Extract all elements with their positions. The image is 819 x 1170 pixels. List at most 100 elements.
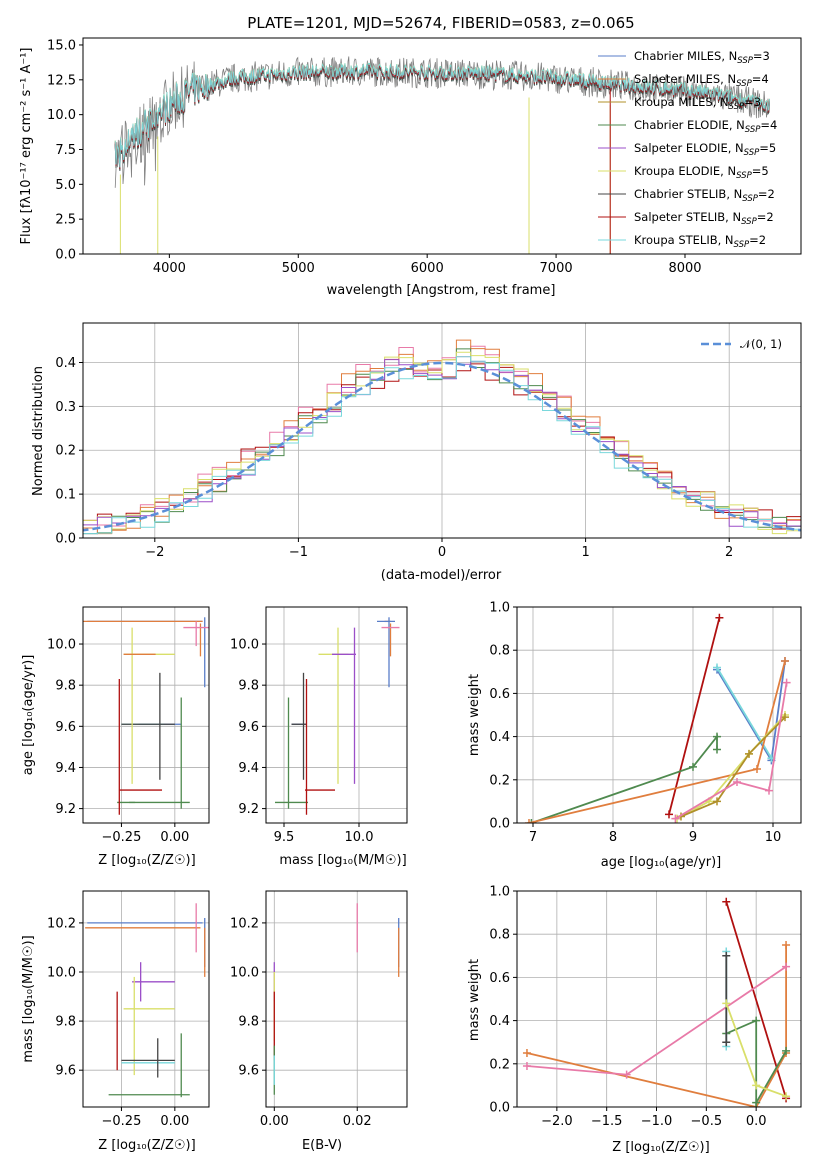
- errorbar-6-ytick-label: 10.2: [230, 916, 259, 931]
- weight-7-xtick-label: −0.5: [691, 1114, 723, 1129]
- weight-7-xtick-label: 0.0: [746, 1114, 767, 1129]
- age-weight-plot-area: 7 8 9 10 0.0 0.2 0.4 0.6 0.8 1.0: [489, 601, 802, 845]
- weight-series-marker: [722, 897, 731, 906]
- weight-7-ytick-label: 0.2: [489, 1057, 510, 1072]
- errorbar-2-ytick-label: 9.2: [55, 802, 76, 817]
- histogram-xlabel: (data-model)/error: [381, 568, 502, 583]
- weight-series-marker: [782, 1046, 791, 1055]
- errorbar-3-ytick-label: 9.6: [238, 720, 259, 735]
- mass-age-xlabel: mass [log₁₀(M/M☉)]: [279, 853, 406, 868]
- weight-series-marker: [713, 732, 721, 741]
- weight-7-ytick-label: 0.0: [489, 1101, 510, 1116]
- z-mass-plot-area: −0.25 0.00 9.6 9.8 10.0 10.2: [47, 890, 210, 1129]
- spectrum-title: PLATE=1201, MJD=52674, FIBERID=0583, z=0…: [247, 14, 634, 32]
- weight-lines: [525, 613, 791, 823]
- errorbar-3-xtick-label: 9.5: [274, 830, 295, 845]
- legend-suffix: =4: [752, 72, 769, 86]
- weight-series-marker: [522, 1061, 531, 1070]
- weight-series-marker: [671, 814, 680, 823]
- z-weight-panel: −2.0 −1.5 −1.0 −0.5 0.0 0.0 0.2 0.4 0.6 0.8 1.0 Z …: [467, 885, 802, 1155]
- histogram-frame: [82, 322, 802, 539]
- errorbar-3-ytick-label: 9.4: [238, 761, 259, 776]
- legend-suffix: =5: [752, 164, 769, 178]
- z-age-ylabel: age [log₁₀(age/yr)]: [21, 655, 36, 776]
- weight-series-marker: [722, 999, 731, 1008]
- histogram-legend-label: 𝒩(0, 1): [740, 337, 782, 351]
- weight-series-marker: [782, 678, 791, 687]
- spectrum-xtick-label: 7000: [540, 261, 573, 276]
- weight-4-xtick-label: 8: [609, 830, 617, 845]
- age-weight-panel: 7 8 9 10 0.0 0.2 0.4 0.6 0.8 1.0 age [log₁₀(age/y…: [467, 601, 802, 870]
- weight-series-marker: [782, 962, 791, 971]
- legend-subscript: SSP: [736, 79, 752, 89]
- histogram-xtick-label: 2: [725, 545, 733, 560]
- legend-suffix: =3: [753, 49, 770, 63]
- spectrum-legend-label: Salpeter ELODIE, NSSP=5: [634, 141, 776, 158]
- spectrum-ylabel: Flux [fλ10⁻¹⁷ erg cm⁻² s⁻¹ A⁻¹]: [19, 48, 34, 245]
- weight-4-frame: [516, 606, 802, 824]
- errorbar-2-ytick-label: 9.6: [55, 720, 76, 735]
- weight-series-marker: [689, 762, 697, 771]
- histogram-xtick-label: 1: [581, 545, 589, 560]
- errorbar-6-xtick-label: 0.00: [260, 1114, 289, 1129]
- weight-4-ytick-label: 0.2: [489, 773, 510, 788]
- weight-series-marker: [665, 810, 673, 819]
- spectrum-model-line: [114, 62, 770, 168]
- legend-subscript: SSP: [744, 148, 760, 158]
- errorbar-6-ytick-label: 9.6: [238, 1064, 259, 1079]
- spectrum-ytick-label: 5.0: [55, 178, 76, 193]
- errorbar-3-ytick-label: 9.8: [238, 679, 259, 694]
- z-mass-xlabel: Z [log₁₀(Z/Z☉)]: [98, 1138, 195, 1153]
- weight-series-marker: [733, 777, 741, 786]
- legend-subscript: SSP: [742, 194, 758, 204]
- weight-series-marker: [722, 1038, 731, 1047]
- age-weight-xlabel: age [log₁₀(age/yr)]: [601, 855, 722, 870]
- errorbar-2-ytick-label: 9.8: [55, 679, 76, 694]
- weight-series-marker: [781, 713, 789, 722]
- errorbar-6-ytick-label: 10.0: [230, 966, 259, 981]
- histogram-steps: [83, 339, 801, 535]
- weight-series-marker: [765, 786, 773, 795]
- weight-7-frame: [516, 890, 802, 1108]
- errorbar-3-ytick-label: 10.0: [230, 638, 259, 653]
- errorbar-6-frame: [265, 890, 408, 1108]
- errorbar-5-frame: [82, 890, 210, 1108]
- spectrum-ytick-label: 0.0: [55, 248, 76, 263]
- weight-series-marker: [752, 1081, 761, 1090]
- errorbar-marks: [273, 903, 400, 1095]
- weight-4-ytick-label: 0.0: [489, 817, 510, 832]
- age-weight-ylabel: mass weight: [467, 674, 482, 756]
- weight-7-ytick-label: 0.6: [489, 971, 510, 986]
- mass-age-plot-area: 9.5 10.0 9.2 9.4 9.6 9.8 10.0: [230, 606, 408, 845]
- spectrum-legend-label: Kroupa STELIB, NSSP=2: [634, 233, 766, 250]
- legend-suffix: =3: [744, 95, 761, 109]
- histogram-xtick-label: −2: [145, 545, 164, 560]
- spectrum-legend-label: Salpeter MILES, NSSP=4: [634, 72, 769, 89]
- weight-7-xtick-label: −1.0: [641, 1114, 673, 1129]
- weight-series-line: [725, 1019, 787, 1107]
- legend-subscript: SSP: [729, 102, 745, 112]
- ebv-mass-xlabel: E(B-V): [302, 1138, 342, 1153]
- spectrum-xtick-label: 5000: [282, 261, 315, 276]
- legend-suffix: =2: [749, 233, 766, 247]
- spectrum-ytick-label: 15.0: [47, 38, 76, 53]
- mass-age-panel: 9.5 10.0 9.2 9.4 9.6 9.8 10.0 mass [log₁₀(M/M☉…: [230, 606, 408, 868]
- weight-series-marker: [715, 613, 724, 622]
- weight-series-marker: [527, 819, 536, 823]
- z-weight-xlabel: Z [log₁₀(Z/Z☉)]: [612, 1140, 709, 1155]
- weight-series-marker: [781, 657, 789, 665]
- errorbar-5-ytick-label: 10.2: [47, 916, 76, 931]
- weight-series-marker: [722, 951, 731, 960]
- z-mass-panel: −0.25 0.009.69.810.010.2 Z [log₁₀(Z/Z☉)] …: [21, 890, 210, 1153]
- weight-4-ytick-label: 0.8: [489, 644, 510, 659]
- weight-series-marker: [525, 819, 533, 823]
- errorbar-marks: [275, 617, 400, 815]
- weight-series-marker: [713, 663, 721, 672]
- weight-series-line: [680, 716, 786, 818]
- weight-series-marker: [745, 749, 753, 758]
- legend-suffix: =5: [759, 141, 776, 155]
- errorbar-3-xtick-label: 10.0: [345, 830, 374, 845]
- spectrum-legend-label: Salpeter STELIB, NSSP=2: [634, 210, 774, 227]
- errorbar-marks: [85, 903, 206, 1098]
- spectrum-legend-label: Chabrier ELODIE, NSSP=4: [634, 118, 777, 135]
